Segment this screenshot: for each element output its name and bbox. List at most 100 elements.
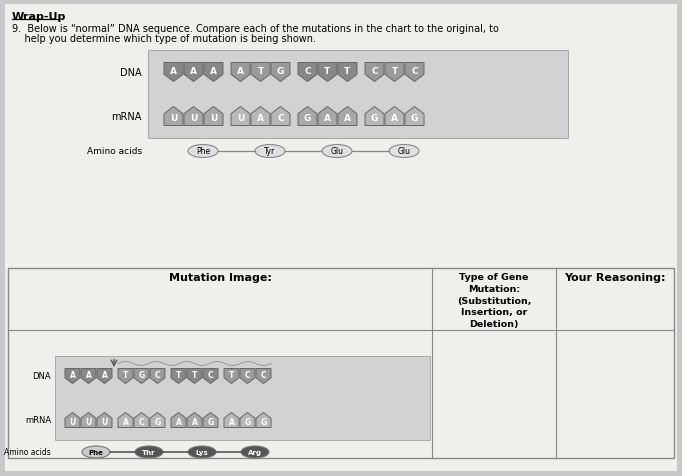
Ellipse shape [322, 145, 352, 158]
Ellipse shape [255, 145, 285, 158]
Text: A: A [85, 370, 91, 379]
Text: Amino acids: Amino acids [4, 447, 51, 456]
Text: C: C [155, 370, 160, 379]
Text: Glu: Glu [398, 147, 411, 156]
Polygon shape [171, 413, 186, 427]
Polygon shape [365, 63, 384, 82]
Text: U: U [170, 114, 177, 123]
Polygon shape [318, 107, 337, 126]
Text: T: T [344, 67, 351, 76]
Text: Tyr: Tyr [265, 147, 276, 156]
Text: G: G [138, 370, 145, 379]
Text: C: C [411, 67, 418, 76]
Polygon shape [97, 413, 112, 427]
Text: A: A [324, 114, 331, 123]
Polygon shape [203, 413, 218, 427]
Polygon shape [298, 107, 317, 126]
Text: G: G [371, 114, 379, 123]
Text: Phe: Phe [196, 147, 210, 156]
Text: Arg: Arg [248, 449, 262, 455]
Text: DNA: DNA [121, 68, 142, 78]
Text: A: A [391, 114, 398, 123]
Text: Phe: Phe [89, 449, 104, 455]
Polygon shape [184, 107, 203, 126]
Text: C: C [277, 114, 284, 123]
Text: T: T [123, 370, 128, 379]
Text: Lys: Lys [196, 449, 209, 455]
Text: T: T [257, 67, 264, 76]
Polygon shape [405, 63, 424, 82]
Text: Wrap-Up: Wrap-Up [12, 12, 66, 22]
Bar [55, 356, 430, 440]
Polygon shape [204, 63, 223, 82]
Text: Type of Gene
Mutation:
(Substitution,
Insertion, or
Deletion): Type of Gene Mutation: (Substitution, In… [457, 272, 531, 328]
Ellipse shape [82, 446, 110, 458]
Text: G: G [261, 417, 267, 426]
Polygon shape [318, 63, 337, 82]
Text: A: A [175, 417, 181, 426]
Polygon shape [150, 369, 165, 384]
Text: help you determine which type of mutation is being shown.: help you determine which type of mutatio… [12, 34, 316, 44]
Text: T: T [229, 370, 234, 379]
Polygon shape [184, 63, 203, 82]
Text: U: U [237, 114, 244, 123]
Text: A: A [123, 417, 128, 426]
Polygon shape [97, 369, 112, 384]
Text: C: C [138, 417, 145, 426]
Polygon shape [271, 107, 290, 126]
Polygon shape [150, 413, 165, 427]
Polygon shape [251, 63, 270, 82]
Polygon shape [224, 369, 239, 384]
Text: U: U [70, 417, 76, 426]
Ellipse shape [135, 446, 163, 458]
Text: A: A [228, 417, 235, 426]
Text: G: G [411, 114, 418, 123]
Polygon shape [118, 369, 133, 384]
Text: T: T [176, 370, 181, 379]
Polygon shape [134, 413, 149, 427]
Polygon shape [365, 107, 384, 126]
Text: DNA: DNA [32, 372, 51, 381]
Polygon shape [224, 413, 239, 427]
Polygon shape [251, 107, 270, 126]
Ellipse shape [241, 446, 269, 458]
Polygon shape [405, 107, 424, 126]
Polygon shape [187, 369, 202, 384]
Ellipse shape [188, 145, 218, 158]
Text: Mutation Image:: Mutation Image: [168, 272, 271, 282]
Text: A: A [210, 67, 217, 76]
Polygon shape [240, 413, 255, 427]
Polygon shape [256, 413, 271, 427]
Text: A: A [170, 67, 177, 76]
Polygon shape [81, 413, 96, 427]
Text: Your Reasoning:: Your Reasoning: [564, 272, 666, 282]
Text: Thr: Thr [143, 449, 155, 455]
Text: mRNA: mRNA [112, 112, 142, 122]
Text: 9.  Below is “normal” DNA sequence. Compare each of the mutations in the chart t: 9. Below is “normal” DNA sequence. Compa… [12, 24, 499, 34]
Text: C: C [208, 370, 213, 379]
Text: Amino acids: Amino acids [87, 147, 142, 156]
Text: A: A [190, 67, 197, 76]
Text: A: A [70, 370, 76, 379]
Ellipse shape [188, 446, 216, 458]
Ellipse shape [389, 145, 419, 158]
Text: G: G [244, 417, 250, 426]
Text: U: U [210, 114, 217, 123]
Text: mRNA: mRNA [25, 416, 51, 425]
Polygon shape [240, 369, 255, 384]
Polygon shape [171, 369, 186, 384]
Polygon shape [298, 63, 317, 82]
Polygon shape [164, 107, 183, 126]
Text: A: A [257, 114, 264, 123]
Text: G: G [277, 67, 284, 76]
Polygon shape [231, 107, 250, 126]
Polygon shape [231, 63, 250, 82]
Text: C: C [261, 370, 266, 379]
Text: G: G [154, 417, 161, 426]
Text: A: A [344, 114, 351, 123]
Polygon shape [271, 63, 290, 82]
Text: C: C [245, 370, 250, 379]
Polygon shape [385, 107, 404, 126]
Polygon shape [204, 107, 223, 126]
Text: C: C [304, 67, 311, 76]
